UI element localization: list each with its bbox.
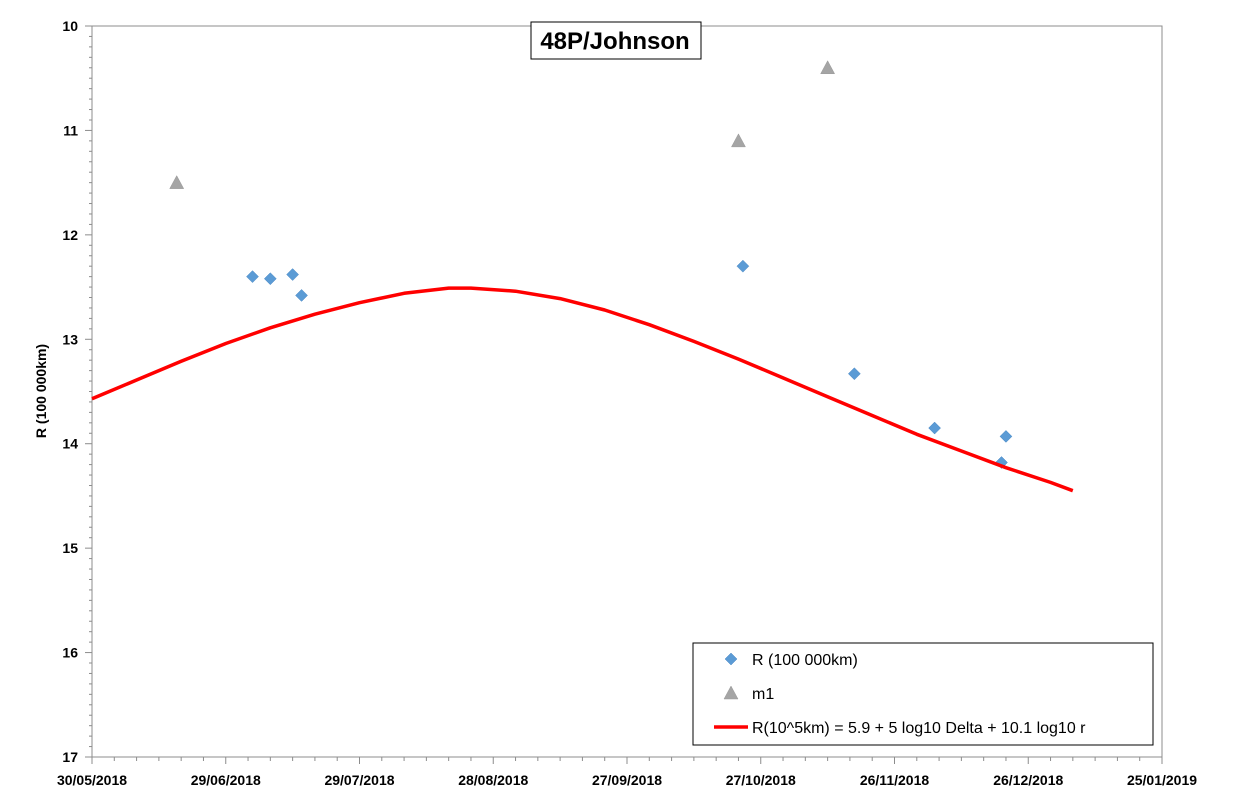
plot-area <box>91 25 1163 758</box>
y-tick-label: 15 <box>62 540 78 556</box>
y-tick-label: 16 <box>62 645 78 661</box>
y-tick-label: 14 <box>62 436 78 452</box>
legend-label: R (100 000km) <box>752 652 858 669</box>
x-tick-label: 27/09/2018 <box>592 772 662 788</box>
legend-triangle-swatch <box>723 685 739 700</box>
data-point-diamond <box>295 289 308 302</box>
y-axis-title: R (100 000km) <box>33 344 49 438</box>
data-point-diamond <box>999 430 1013 443</box>
x-axis: 30/05/2018 29/06/2018 29/07/2018 28/08/2018… <box>57 756 1197 788</box>
data-point-diamond <box>286 268 299 281</box>
chart-title-box: 48P/Johnson <box>530 21 702 60</box>
legend-label: m1 <box>752 686 774 703</box>
plot-frame <box>91 25 1163 758</box>
data-point-triangle <box>169 175 185 189</box>
y-tick-label: 12 <box>62 227 78 243</box>
y-tick-label: 17 <box>62 749 78 765</box>
y-tick-label: 11 <box>63 122 78 138</box>
data-point-diamond <box>848 367 861 381</box>
data-point-triangle <box>731 133 746 148</box>
x-tick-label: 29/06/2018 <box>191 772 261 788</box>
fit-curve-line <box>91 286 1074 493</box>
series-line <box>91 286 1074 493</box>
chart-title: 48P/Johnson <box>540 28 689 55</box>
data-point-diamond <box>263 272 277 286</box>
y-tick-label: 13 <box>62 331 78 347</box>
data-point-diamond <box>736 259 750 273</box>
x-tick-label: 26/11/2018 <box>860 772 930 788</box>
x-tick-label: 25/01/2019 <box>1127 772 1197 788</box>
series-scatter <box>169 60 836 189</box>
x-tick-label: 28/08/2018 <box>458 772 528 788</box>
data-point-diamond <box>246 270 259 283</box>
y-axis: 10 11 12 13 14 15 16 17 <box>62 18 93 765</box>
legend-box <box>692 642 1154 746</box>
x-tick-label: 29/07/2018 <box>324 772 394 788</box>
legend-diamond-swatch <box>724 652 738 666</box>
data-point-triangle <box>820 60 836 75</box>
x-tick-label: 26/12/2018 <box>993 772 1063 788</box>
x-tick-label: 27/10/2018 <box>726 772 796 788</box>
x-tick-label: 30/05/2018 <box>57 772 127 788</box>
y-tick-label: 10 <box>62 18 78 34</box>
data-point-diamond <box>928 421 941 435</box>
legend: R (100 000km) m1 R(10^5km) = 5.9 + 5 log10… <box>692 642 1154 746</box>
series-layer <box>91 60 1074 493</box>
series-scatter <box>246 259 1013 469</box>
legend-label: R(10^5km) = 5.9 + 5 log10 Delta + 10.1 l… <box>752 720 1086 737</box>
